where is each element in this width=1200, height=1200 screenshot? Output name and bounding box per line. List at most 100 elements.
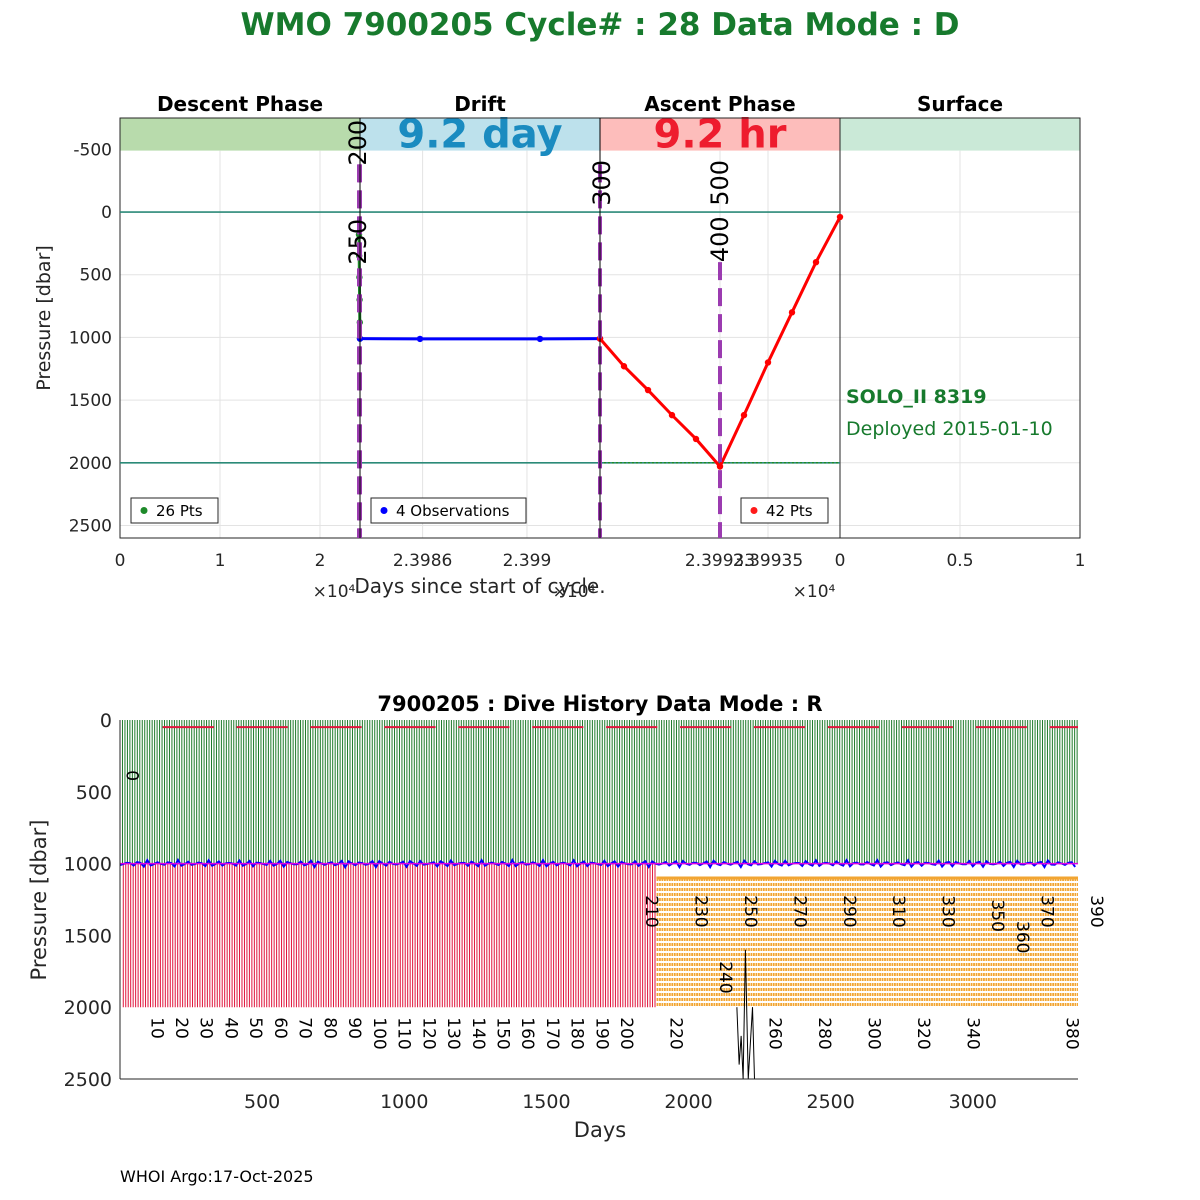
x-tick-label: 1000 <box>380 1091 428 1113</box>
y-tick-label: 1000 <box>69 328 112 348</box>
cycle-number-label: 170 <box>542 1017 562 1049</box>
phase-band-descent <box>120 118 360 151</box>
x-tick-label: 1500 <box>522 1091 570 1113</box>
x-axis-label: Days since start of cycle. <box>354 574 605 598</box>
cycle-number-label: 260 <box>765 1017 785 1049</box>
phase-band-drift <box>360 118 600 151</box>
data-point-ascent <box>692 435 700 443</box>
x-tick-label: 2000 <box>664 1091 712 1113</box>
cycle-number-label: 280 <box>814 1017 834 1049</box>
panel-title-ascent: Ascent Phase <box>644 92 795 116</box>
cycle-number-label: 210 <box>641 895 661 927</box>
cycle-number-label: 320 <box>913 1017 933 1049</box>
cycle-number-label: 80 <box>319 1017 339 1039</box>
y-tick-label: 0 <box>101 203 112 223</box>
y-tick-label: 1000 <box>64 854 112 876</box>
cycle-marker-label: 250 <box>344 219 372 265</box>
legend-marker-ascent <box>750 507 758 514</box>
y-tick-label: 2500 <box>69 516 112 536</box>
x-axis-label: Days <box>574 1118 626 1142</box>
data-point-ascent <box>812 258 820 266</box>
cycle-number-label: 290 <box>839 895 859 927</box>
cycle-number-label: 340 <box>962 1017 982 1049</box>
legend-label-descent: 26 Pts <box>156 502 203 520</box>
x-tick-label: 500 <box>244 1091 280 1113</box>
cycle-number-label: 370 <box>1037 895 1057 927</box>
cycle-number-label: 360 <box>1012 921 1032 953</box>
data-point-ascent <box>716 463 724 470</box>
cycle-marker-label: 500 <box>706 160 734 206</box>
y-tick-label: 1500 <box>69 391 112 411</box>
data-point-ascent <box>836 213 844 221</box>
cycle-number-label: 70 <box>295 1017 315 1039</box>
float-model: SOLO_II 8319 <box>846 386 987 408</box>
legend-label-drift: 4 Observations <box>396 502 510 520</box>
x-tick-label: 2500 <box>807 1091 855 1113</box>
cycle-number-label: 100 <box>369 1017 389 1049</box>
data-point-ascent <box>668 411 676 419</box>
x-exponent-descent: ×10⁴ <box>313 582 356 602</box>
y-axis-label: Pressure [dbar] <box>27 820 51 981</box>
x-tick-label-descent: 2 <box>315 551 326 571</box>
legend-marker-descent <box>140 507 148 514</box>
data-point-ascent <box>644 386 652 394</box>
dive-history-title: 7900205 : Dive History Data Mode : R <box>377 692 822 716</box>
panel-title-descent: Descent Phase <box>157 92 323 116</box>
cycle-marker-label: 300 <box>588 160 616 206</box>
panel-title-drift: Drift <box>454 92 506 116</box>
cycle-number-label: 390 <box>1086 895 1106 927</box>
cycle-number-label: 10 <box>146 1017 166 1039</box>
cycle-number-label: 250 <box>740 895 760 927</box>
cycle-number-label: 50 <box>245 1017 265 1039</box>
cycle-number-label: 0 <box>122 770 142 781</box>
y-tick-label: 0 <box>100 710 112 732</box>
x-exponent-drift: ×10⁴ <box>553 582 596 602</box>
cycle-number-label: 270 <box>789 895 809 927</box>
cycle-number-label: 230 <box>690 895 710 927</box>
cycle-number-label: 180 <box>567 1017 587 1049</box>
cycle-number-label: 110 <box>394 1017 414 1049</box>
cycle-number-label: 220 <box>666 1017 686 1049</box>
cycle-number-label: 90 <box>344 1017 364 1039</box>
y-tick-label: 1500 <box>64 925 112 947</box>
x-tick-label-drift: 2.399 <box>503 551 552 571</box>
cycle-number-label: 310 <box>888 895 908 927</box>
cycle-number-label: 240 <box>715 961 735 993</box>
data-point-drift <box>416 335 424 343</box>
legend-marker-drift <box>380 507 388 514</box>
cycle-number-label: 20 <box>171 1017 191 1039</box>
y-axis-label: Pressure [dbar] <box>33 245 55 391</box>
footer-credit: WHOI Argo:17-Oct-2025 <box>120 1167 314 1186</box>
phase-band-ascent <box>600 118 840 151</box>
figure-title: WMO 7900205 Cycle# : 28 Data Mode : D <box>240 7 959 43</box>
y-tick-label: 500 <box>76 782 112 804</box>
cycle-number-label: 60 <box>270 1017 290 1039</box>
data-point-ascent <box>764 359 772 366</box>
y-tick-label: 2000 <box>64 997 112 1019</box>
profile-bars <box>120 720 1078 1079</box>
x-tick-label-descent: 0 <box>115 551 126 571</box>
phase-duration-ascent: 9.2 hr <box>654 112 787 158</box>
cycle-number-label: 350 <box>987 900 1007 932</box>
x-exponent-ascent: ×10⁴ <box>793 582 836 602</box>
cycle-number-label: 160 <box>517 1017 537 1049</box>
x-tick-label: 3000 <box>949 1091 997 1113</box>
data-point-ascent <box>740 411 748 419</box>
panel-frame-descent <box>119 117 361 539</box>
float-deployed: Deployed 2015-01-10 <box>846 418 1053 440</box>
data-point-ascent <box>788 309 796 316</box>
cycle-number-label: 190 <box>591 1017 611 1049</box>
x-tick-label-ascent: 2.39933 <box>685 551 755 571</box>
y-tick-label: 2000 <box>69 454 112 474</box>
deep-anomaly-trace <box>736 949 755 1079</box>
panel-title-surface: Surface <box>917 92 1003 116</box>
cycle-number-label: 200 <box>616 1017 636 1049</box>
cycle-number-label: 130 <box>443 1017 463 1049</box>
legend-box-drift <box>370 497 527 524</box>
cycle-number-label: 40 <box>220 1017 240 1039</box>
data-point-ascent <box>620 363 628 370</box>
y-tick-label: -500 <box>73 140 112 160</box>
